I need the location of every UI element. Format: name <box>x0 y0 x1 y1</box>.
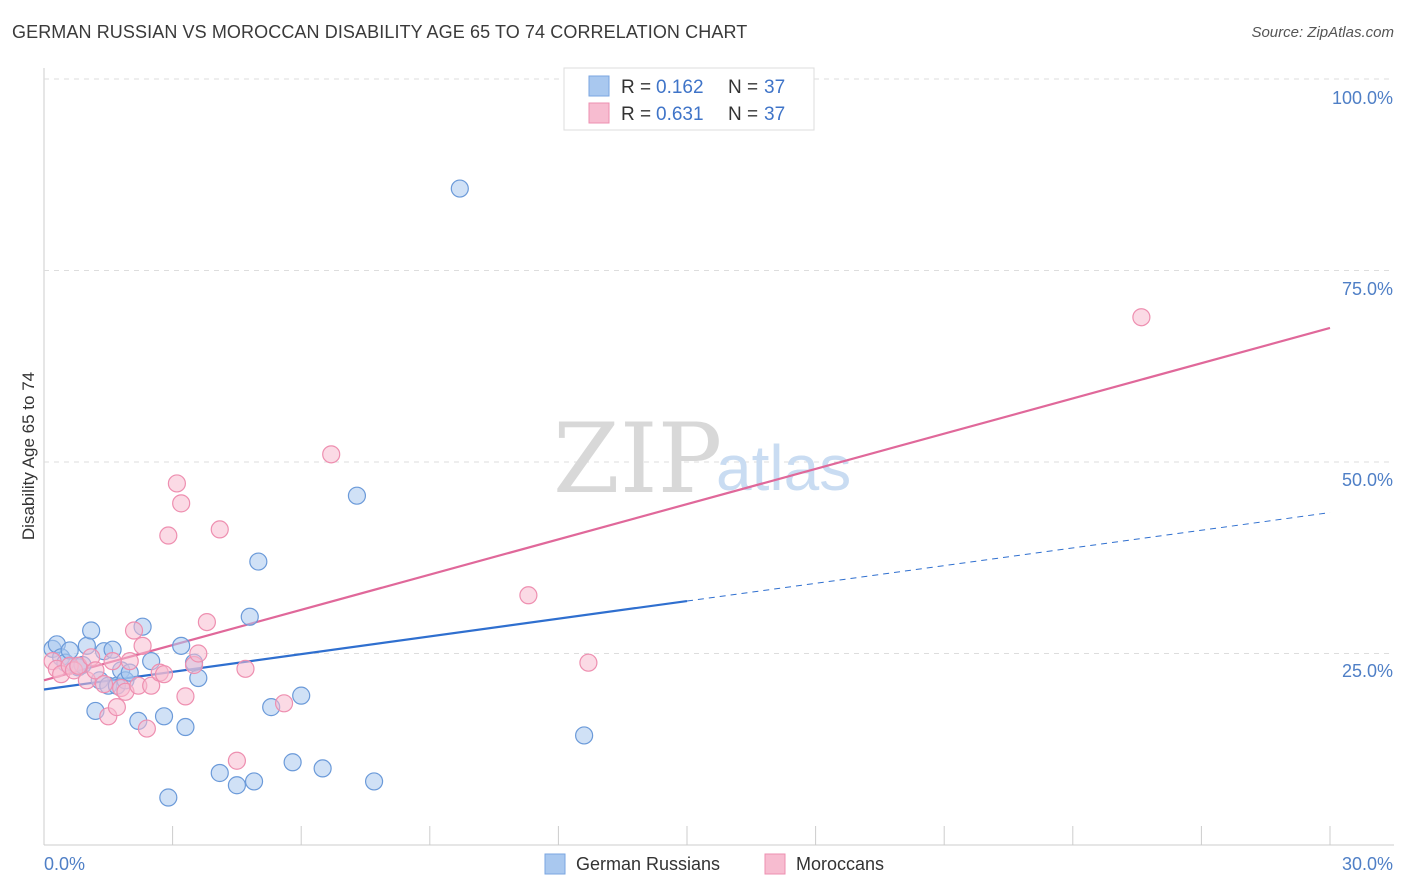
point-german-russians-4 <box>60 641 79 660</box>
point-german-russians-33 <box>283 753 302 772</box>
y-tick-label-100: 100.0% <box>1332 88 1393 108</box>
point-german-russians-39 <box>575 726 594 745</box>
bottom-legend-label-moroccans: Moroccans <box>796 854 884 874</box>
legend-r-label: R = <box>621 77 651 98</box>
legend-r-value-moroccans: 0.631 <box>656 104 704 125</box>
point-german-russians-35 <box>313 759 332 778</box>
bottom-legend-swatch-german-russians <box>544 853 566 875</box>
point-moroccans-33 <box>274 694 294 713</box>
point-moroccans-28 <box>189 644 208 663</box>
point-german-russians-34 <box>292 686 311 705</box>
point-german-russians-37 <box>364 772 384 791</box>
point-moroccans-34 <box>322 445 341 464</box>
point-german-russians-22 <box>159 788 178 807</box>
point-moroccans-16 <box>124 621 144 640</box>
point-moroccans-22 <box>154 665 174 684</box>
data-points <box>43 179 1151 807</box>
point-moroccans-8 <box>86 661 105 680</box>
point-german-russians-21 <box>154 707 174 726</box>
point-german-russians-38 <box>450 179 469 198</box>
point-german-russians-28 <box>227 776 246 795</box>
point-german-russians-8 <box>82 621 101 640</box>
watermark-zip: ZIP <box>553 403 722 515</box>
point-moroccans-29 <box>197 612 216 632</box>
point-moroccans-19 <box>137 719 156 738</box>
point-moroccans-24 <box>167 474 186 493</box>
point-german-russians-36 <box>347 486 367 505</box>
point-moroccans-11 <box>103 652 122 671</box>
bottom-legend: German Russians Moroccans <box>544 853 884 875</box>
legend-n-label: N = <box>728 77 758 98</box>
point-moroccans-37 <box>1132 308 1151 327</box>
point-moroccans-36 <box>579 653 598 672</box>
x-tick-label-min: 0.0% <box>44 854 85 874</box>
legend-r-label-2: R = <box>621 104 651 125</box>
x-ticks <box>43 826 1331 845</box>
point-moroccans-30 <box>210 520 229 539</box>
trendline-moroccans <box>43 326 1331 682</box>
legend-box: R = 0.162 N = 37 R = 0.631 N = 37 <box>563 67 815 131</box>
point-moroccans-18 <box>133 636 152 655</box>
point-german-russians-29 <box>240 607 259 626</box>
y-axis-label: Disability Age 65 to 74 <box>19 372 38 540</box>
point-moroccans-12 <box>107 698 126 717</box>
point-moroccans-20 <box>142 676 161 695</box>
point-german-russians-27 <box>210 763 229 783</box>
legend-n-value-moroccans: 37 <box>764 104 785 125</box>
legend-n-value-german-russians: 37 <box>764 77 785 98</box>
legend-r-value-german-russians: 0.162 <box>656 77 704 98</box>
point-moroccans-9 <box>94 675 114 694</box>
point-german-russians-30 <box>244 772 264 791</box>
y-tick-label-25: 25.0% <box>1342 661 1393 681</box>
legend-swatch-moroccans <box>588 102 610 124</box>
point-moroccans-31 <box>227 751 246 770</box>
point-german-russians-31 <box>249 552 268 571</box>
point-german-russians-24 <box>176 717 195 737</box>
watermark-atlas: atlas <box>716 432 851 504</box>
point-moroccans-15 <box>120 652 139 671</box>
point-moroccans-32 <box>236 659 255 678</box>
point-moroccans-35 <box>519 586 538 605</box>
point-moroccans-5 <box>69 656 88 675</box>
point-moroccans-25 <box>172 494 191 513</box>
point-german-russians-23 <box>172 636 191 655</box>
bottom-legend-swatch-moroccans <box>764 853 786 875</box>
source-label: Source: ZipAtlas.com <box>1251 24 1394 41</box>
point-moroccans-23 <box>159 526 178 545</box>
legend-swatch-german-russians <box>588 75 610 97</box>
legend-n-label-2: N = <box>728 104 758 125</box>
trendline-extension-german-russians <box>686 512 1331 602</box>
y-tick-label-75: 75.0% <box>1342 279 1393 299</box>
x-tick-label-max: 30.0% <box>1342 854 1393 874</box>
y-tick-label-50: 50.0% <box>1342 470 1393 490</box>
bottom-legend-label-german-russians: German Russians <box>576 854 720 874</box>
chart-title: GERMAN RUSSIAN VS MOROCCAN DISABILITY AG… <box>12 22 748 42</box>
point-moroccans-26 <box>176 687 195 706</box>
